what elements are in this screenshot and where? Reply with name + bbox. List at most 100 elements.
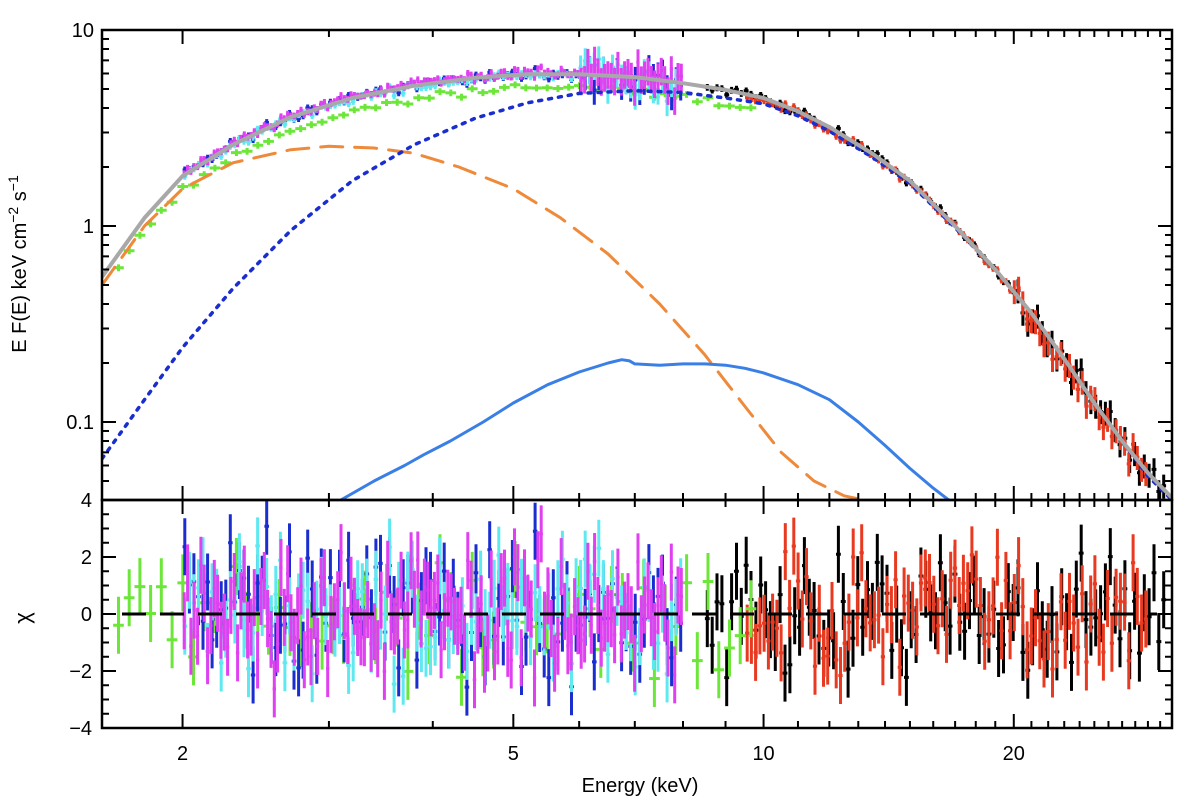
residual-point <box>466 532 470 590</box>
residual-point <box>514 597 520 655</box>
residual-point <box>419 590 423 648</box>
residual-point <box>123 569 135 627</box>
data-point <box>409 77 413 85</box>
data-point <box>834 133 839 140</box>
residual-point <box>549 600 553 657</box>
data-point <box>231 149 242 156</box>
residual-point <box>1109 614 1114 672</box>
residual-point <box>879 555 885 613</box>
residual-point <box>302 631 306 689</box>
residual-point <box>229 576 233 634</box>
residual-point <box>1131 534 1136 592</box>
residual-point <box>352 577 356 635</box>
residual-point <box>542 591 547 649</box>
residual-point <box>279 539 283 596</box>
residual-point <box>1084 633 1089 691</box>
residual-point <box>646 562 650 620</box>
data-point <box>456 93 467 101</box>
residual-point <box>372 603 377 661</box>
residual-point <box>940 570 945 628</box>
data-point <box>199 156 203 163</box>
data-point <box>241 147 253 155</box>
residual-point <box>439 621 443 679</box>
residual-point <box>241 600 247 658</box>
residual-point <box>1088 575 1093 633</box>
residual-point <box>486 614 490 672</box>
residual-point <box>734 542 739 600</box>
residual-point <box>787 636 793 694</box>
residual-point <box>995 528 1000 586</box>
residual-point <box>469 560 473 618</box>
residual-point <box>362 609 367 667</box>
residual-point <box>289 594 293 652</box>
data-point <box>400 90 406 97</box>
residual-point <box>499 553 503 611</box>
residual-point <box>633 634 637 692</box>
data-point <box>692 98 703 106</box>
residual-point <box>516 544 520 602</box>
residual-point <box>795 552 801 610</box>
residual-point <box>859 524 864 582</box>
residual-point <box>205 553 210 611</box>
data-point <box>520 84 532 92</box>
data-point <box>370 104 382 112</box>
residual-point <box>904 648 909 706</box>
residual-point <box>356 599 360 656</box>
residual-point <box>821 629 826 687</box>
residual-point <box>202 564 206 622</box>
residual-point <box>225 618 230 676</box>
residual-point <box>834 631 839 689</box>
residual-point <box>391 655 397 713</box>
data-point <box>391 92 397 100</box>
residual-point <box>855 589 860 647</box>
residual-point <box>1146 588 1152 646</box>
residual-point <box>472 651 477 709</box>
residual-point <box>872 591 877 649</box>
residual-point <box>156 558 167 616</box>
residual-point <box>923 549 928 607</box>
y-tick-label: −4 <box>69 718 92 740</box>
residual-point <box>232 553 236 610</box>
residual-point <box>509 631 513 689</box>
residual-point <box>986 591 991 649</box>
residual-point <box>546 649 552 707</box>
residual-point <box>349 556 353 614</box>
residual-point <box>842 614 847 672</box>
residual-point <box>496 607 500 665</box>
residual-point <box>266 590 270 647</box>
residual-point <box>332 583 336 641</box>
residual-point <box>555 560 561 618</box>
residual-point <box>306 608 310 666</box>
residual-point <box>782 644 788 702</box>
data-point <box>582 66 587 94</box>
residual-point <box>373 550 379 608</box>
residual-point <box>389 593 393 651</box>
y-tick-label: 4 <box>81 490 92 512</box>
data-point <box>1084 394 1089 419</box>
residual-point <box>456 597 460 655</box>
data-point <box>424 94 435 102</box>
residual-point <box>1020 578 1025 636</box>
data-point <box>552 85 564 92</box>
residual-point <box>599 609 603 667</box>
residual-point <box>366 581 370 638</box>
residual-point <box>436 554 440 612</box>
residual-point <box>1069 633 1074 691</box>
residual-point <box>612 606 617 664</box>
data-point <box>636 49 640 77</box>
residual-point <box>885 575 890 633</box>
residual-point <box>592 533 597 590</box>
data-point <box>434 88 446 96</box>
residual-point <box>1063 611 1068 669</box>
residual-point <box>342 582 346 640</box>
residual-point <box>256 631 260 689</box>
residual-point <box>609 590 613 648</box>
data-point <box>592 46 597 75</box>
residual-point <box>1033 589 1038 647</box>
residual-point <box>489 550 493 608</box>
data-point <box>626 59 630 87</box>
residual-point <box>969 526 975 584</box>
residual-point <box>681 554 692 612</box>
data-point <box>596 58 600 86</box>
